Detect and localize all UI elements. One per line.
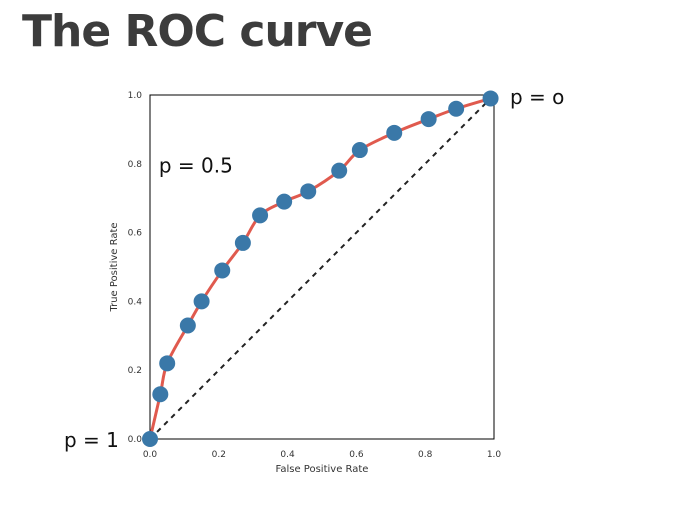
roc-curve-line [148,96,493,441]
roc-data-point [276,193,293,210]
x-tick-label: 0.0 [143,450,158,460]
roc-data-point [159,355,176,372]
x-tick-label: 0.4 [280,450,295,460]
roc-data-point [179,317,196,334]
x-tick-label: 0.8 [418,450,433,460]
roc-data-point [386,124,403,141]
y-tick-label: 0.4 [128,297,143,307]
slide-title: The ROC curve [22,6,373,57]
annotation-label: p = o [510,85,564,109]
x-axis-label: False Positive Rate [276,464,369,475]
roc-data-point [193,293,210,310]
y-axis-label: True Positive Rate [109,222,120,312]
roc-data-point [234,234,251,251]
roc-data-point [351,142,368,159]
reference-diagonal-line [149,94,495,440]
x-tick-label: 0.6 [349,450,364,460]
annotation-label: p = 1 [64,428,119,452]
y-tick-label: 0.2 [128,366,142,376]
annotation-label: p = 0.5 [159,153,233,177]
roc-data-point [482,90,499,107]
roc-data-point [448,100,465,117]
x-tick-label: 0.2 [212,450,226,460]
x-tick-label: 1.0 [487,450,502,460]
roc-data-point [331,162,348,179]
roc-data-point [142,431,158,447]
roc-data-point [252,207,269,224]
plot-frame [149,94,495,440]
roc-data-point [214,262,231,279]
roc-data-point [300,183,317,200]
roc-data-point [420,111,437,128]
y-tick-label: 1.0 [128,91,143,101]
y-tick-label: 0.0 [128,435,143,445]
y-tick-label: 0.6 [128,229,143,239]
y-tick-label: 0.8 [128,160,143,170]
roc-data-point [152,386,169,403]
